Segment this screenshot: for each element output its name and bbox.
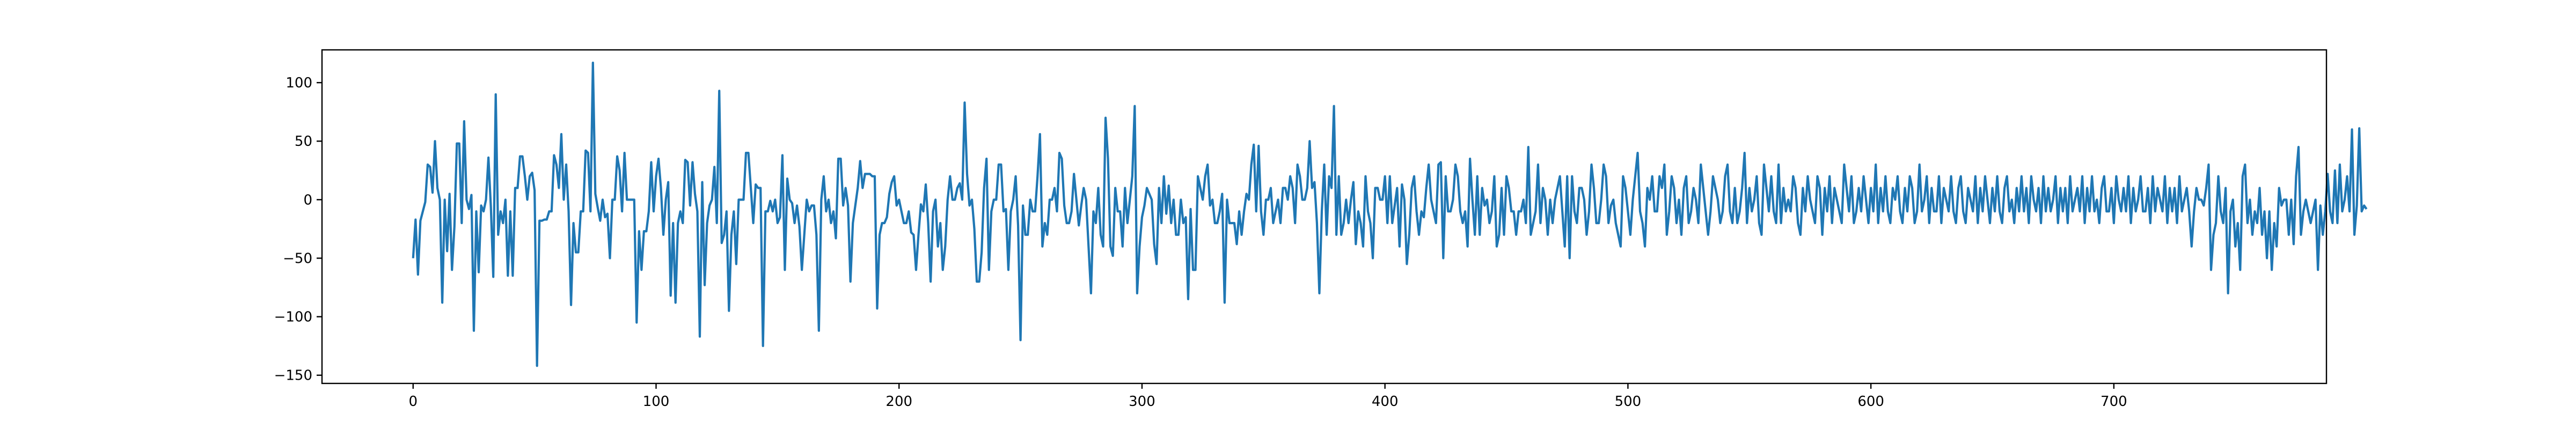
x-tick-label: 0 xyxy=(408,394,418,410)
y-tick-label: 100 xyxy=(286,75,312,91)
y-tick-label: 50 xyxy=(295,134,312,150)
x-axis-ticks: 0 100 200 300 400 500 600 700 xyxy=(408,383,2127,410)
x-tick-label: 700 xyxy=(2101,394,2127,410)
x-tick-label: 300 xyxy=(1129,394,1155,410)
series-line xyxy=(412,61,2368,367)
x-tick-label: 600 xyxy=(1857,394,1884,410)
y-tick-label: −100 xyxy=(274,309,312,326)
y-tick-label: −50 xyxy=(283,250,312,267)
x-tick-label: 100 xyxy=(643,394,670,410)
plot-frame xyxy=(321,49,2328,384)
y-axis-ticks: 100 50 0 −50 −100 −150 xyxy=(274,75,322,384)
x-tick-label: 200 xyxy=(885,394,912,410)
x-tick-label: 500 xyxy=(1615,394,1642,410)
y-tick-label: −150 xyxy=(274,368,312,384)
x-tick-label: 400 xyxy=(1372,394,1399,410)
y-tick-label: 0 xyxy=(303,192,312,208)
